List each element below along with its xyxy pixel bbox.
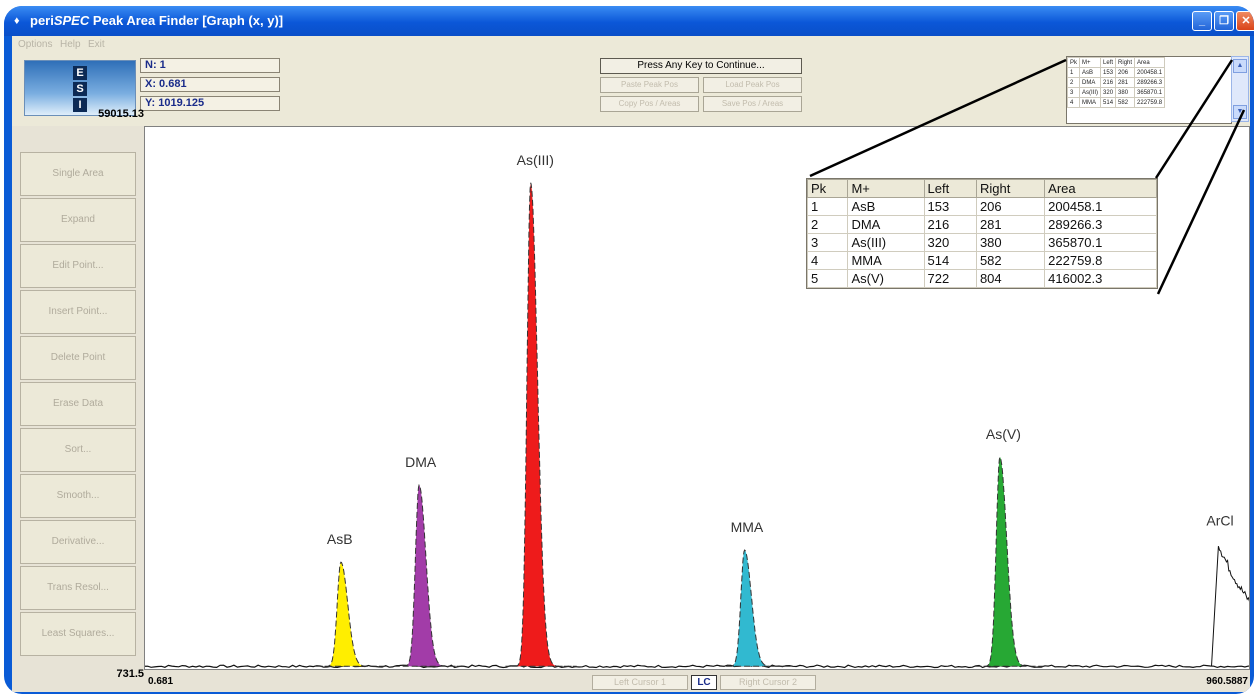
peak-label: As(III): [517, 152, 554, 168]
y-max-label: 59015.13: [98, 108, 144, 120]
save-pos-areas-button[interactable]: Save Pos / Areas: [703, 96, 802, 112]
copy-pos-areas-button[interactable]: Copy Pos / Areas: [600, 96, 699, 112]
menu-options[interactable]: Options: [18, 39, 53, 50]
table-row: 4 MMA 514 582 222759.8: [1067, 97, 1166, 108]
chromatogram-chart[interactable]: AsB DMA As(III) MMA As(V) ArCl: [144, 127, 1254, 669]
minimize-button[interactable]: _: [1192, 11, 1212, 31]
table-row: 4 MMA 514 582 222759.8: [806, 251, 1157, 270]
peak-mma[interactable]: [719, 549, 791, 667]
client-area: Options Help Exit E S I N: 1 X: 0.681 Y:…: [12, 36, 1254, 692]
peak-label: MMA: [731, 519, 764, 535]
expand-button[interactable]: Expand: [20, 198, 136, 242]
callout-line: [1154, 59, 1234, 179]
least-squares-button[interactable]: Least Squares...: [20, 612, 136, 656]
restore-button[interactable]: ❐: [1214, 11, 1234, 31]
close-button[interactable]: ✕: [1236, 11, 1254, 31]
status-bar: 0.681 Left Cursor 1 LC Right Cursor 2 96…: [144, 674, 1250, 692]
menu-exit[interactable]: Exit: [88, 39, 105, 50]
callout-line: [809, 58, 1067, 178]
arcl-trace: [1211, 546, 1254, 667]
peak-asv[interactable]: [974, 456, 1046, 667]
callout-line: [1156, 109, 1246, 295]
trans-resol-button[interactable]: Trans Resol...: [20, 566, 136, 610]
logo-letter-i: I: [73, 98, 87, 112]
right-cursor-button[interactable]: Right Cursor 2: [720, 675, 816, 690]
x-readout: X: 0.681: [140, 77, 280, 92]
logo-letter-e: E: [73, 66, 87, 80]
n-readout: N: 1: [140, 58, 280, 73]
peak-label: As(V): [986, 426, 1021, 442]
title-bar[interactable]: ♦ periSPEC Peak Area Finder [Graph (x, y…: [4, 6, 1254, 36]
peak-asiii[interactable]: [505, 182, 577, 667]
peak-label: ArCl: [1206, 513, 1233, 529]
table-row: 5 As(V) 722 804 416002.3: [806, 269, 1157, 288]
peak-label: DMA: [405, 454, 437, 470]
smooth-button[interactable]: Smooth...: [20, 474, 136, 518]
mini-peak-table[interactable]: Pk M+ Left Right Area 1 AsB 153 206 200458.1 2 DM…: [1066, 56, 1232, 124]
col-right: Right: [975, 179, 1046, 198]
peak-dma[interactable]: [393, 484, 466, 667]
menu-bar: Options Help Exit: [12, 36, 1250, 54]
delete-point-button[interactable]: Delete Point: [20, 336, 136, 380]
menu-help[interactable]: Help: [60, 39, 81, 50]
paste-peak-pos-button[interactable]: Paste Peak Pos: [600, 77, 699, 93]
table-row: 1 AsB 153 206 200458.1: [806, 197, 1157, 216]
x-min-label: 0.681: [148, 676, 174, 687]
derivative-button[interactable]: Derivative...: [20, 520, 136, 564]
col-left: Left: [923, 179, 977, 198]
col-mass: M+: [847, 179, 925, 198]
peak-area-table[interactable]: Pk M+ Left Right Area 1 AsB 153 206 200458.1…: [806, 178, 1158, 289]
y-readout: Y: 1019.125: [140, 96, 280, 111]
edit-point-button[interactable]: Edit Point...: [20, 244, 136, 288]
erase-data-button[interactable]: Erase Data: [20, 382, 136, 426]
lc-toggle[interactable]: LC: [691, 675, 717, 690]
table-row: 2 DMA 216 281 289266.3: [806, 215, 1157, 234]
continue-button[interactable]: Press Any Key to Continue...: [600, 58, 802, 74]
peak-label: AsB: [327, 531, 353, 547]
y-min-label: 731.5: [116, 668, 144, 680]
window-title: periSPEC Peak Area Finder [Graph (x, y)]: [30, 13, 284, 28]
left-cursor-button[interactable]: Left Cursor 1: [592, 675, 688, 690]
peak-asb[interactable]: [315, 561, 387, 667]
sort-button[interactable]: Sort...: [20, 428, 136, 472]
esi-logo: E S I: [24, 60, 136, 116]
insert-point-button[interactable]: Insert Point...: [20, 290, 136, 334]
toolbar: E S I N: 1 X: 0.681 Y: 1019.125 Press An…: [12, 54, 1250, 126]
logo-letter-s: S: [73, 82, 87, 96]
x-max-label: 960.5887: [1206, 676, 1248, 687]
application-window: ♦ periSPEC Peak Area Finder [Graph (x, y…: [4, 6, 1254, 694]
table-row: Pk M+ Left Right Area: [1067, 57, 1166, 68]
single-area-button[interactable]: Single Area: [20, 152, 136, 196]
scroll-up-icon[interactable]: ▲: [1233, 59, 1247, 73]
load-peak-pos-button[interactable]: Load Peak Pos: [703, 77, 802, 93]
app-icon: ♦: [14, 15, 20, 27]
